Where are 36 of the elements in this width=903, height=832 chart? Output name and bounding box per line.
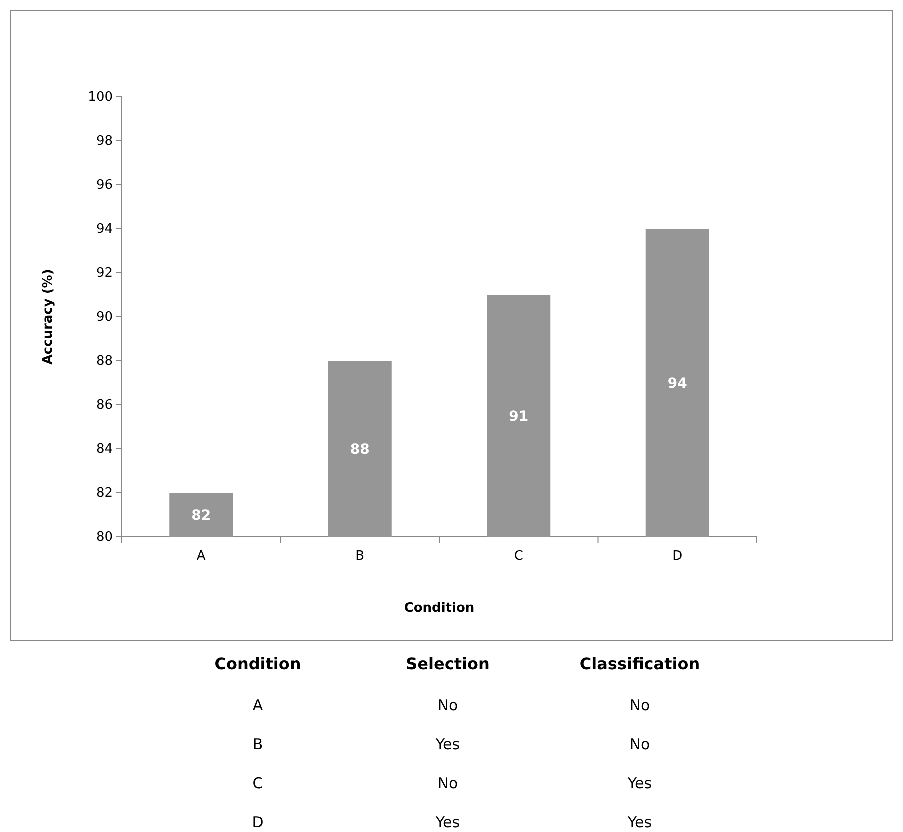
text: No: [438, 696, 458, 714]
y-tick-label: 82: [96, 486, 113, 502]
text: B: [252, 735, 264, 754]
text: A: [252, 696, 264, 714]
text: Selection: [406, 654, 490, 674]
text: No: [630, 696, 650, 714]
y-tick-label: 84: [96, 442, 113, 458]
text: Yes: [434, 813, 460, 832]
text: Yes: [626, 774, 652, 792]
text: Classification: [580, 654, 700, 674]
x-tick-label: A: [196, 549, 206, 564]
y-tick-label: 80: [96, 530, 113, 546]
y-tick-label: 86: [96, 398, 113, 414]
text: No: [438, 774, 458, 792]
x-tick-label: C: [514, 549, 524, 564]
y-tick-label: 88: [96, 354, 113, 370]
x-tick-label: B: [356, 549, 365, 564]
text: D: [252, 813, 264, 832]
text: C: [252, 774, 264, 792]
text: Yes: [626, 813, 652, 832]
text: Condition: [214, 654, 302, 674]
x-axis-title: Condition: [404, 601, 475, 616]
data-label: 91: [509, 408, 529, 425]
y-tick-label: 94: [96, 222, 113, 238]
text: No: [630, 735, 650, 754]
data-label: 88: [350, 442, 370, 458]
text: Yes: [434, 735, 460, 754]
x-tick-label: D: [672, 549, 683, 564]
y-tick-label: 100: [88, 90, 113, 106]
y-tick-label: 92: [96, 266, 113, 282]
y-tick-label: 90: [96, 310, 113, 326]
data-label: 94: [668, 376, 688, 392]
y-axis-title: Accuracy (%): [41, 269, 56, 365]
y-tick-label: 98: [96, 134, 113, 150]
y-tick-label: 96: [96, 178, 113, 194]
data-label: 82: [192, 508, 212, 524]
